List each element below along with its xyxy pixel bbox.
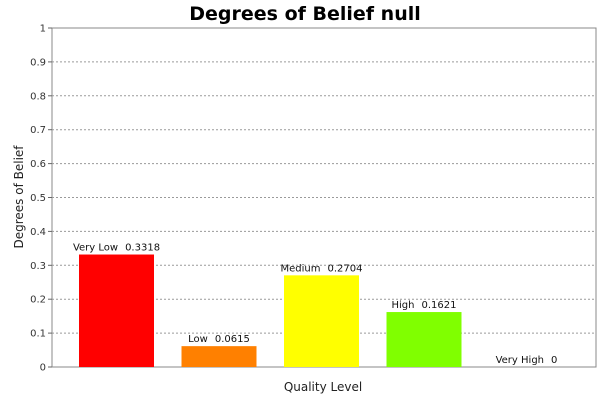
data-label-category: High bbox=[392, 300, 415, 311]
y-tick-label: 0.9 bbox=[30, 57, 46, 68]
y-tick-label: 0.8 bbox=[30, 91, 46, 102]
y-tick-label: 0.6 bbox=[30, 159, 46, 170]
y-tick-label: 0.1 bbox=[30, 329, 46, 340]
y-tick-label: 0.7 bbox=[30, 125, 46, 136]
data-label: Very High 0 bbox=[496, 355, 558, 366]
data-label-value: 0.3318 bbox=[125, 243, 160, 254]
data-label: Medium 0.2704 bbox=[281, 263, 363, 274]
y-axis-ticks: 0 0.1 0.2 0.3 0.4 0.5 0.6 0.7 0.8 0.9 1 bbox=[30, 24, 52, 374]
bars bbox=[79, 254, 462, 367]
y-tick-label: 0 bbox=[40, 363, 46, 374]
y-tick-label: 0.3 bbox=[30, 261, 46, 272]
bar-very-low bbox=[79, 254, 154, 367]
x-axis-label: Quality Level bbox=[284, 380, 362, 394]
data-label-value: 0.1621 bbox=[421, 300, 456, 311]
data-label: Very Low 0.3318 bbox=[73, 243, 160, 254]
y-tick-label: 0.2 bbox=[30, 295, 46, 306]
bar-labels: Very Low 0.3318 Low 0.0615 Medium 0.2704 High 0… bbox=[73, 243, 557, 366]
bar-medium bbox=[284, 275, 359, 367]
data-label-category: Very Low bbox=[73, 243, 118, 254]
bar-low bbox=[181, 346, 257, 367]
data-label: High 0.1621 bbox=[392, 300, 457, 311]
data-label-category: Medium bbox=[281, 263, 321, 274]
data-label-value: 0 bbox=[551, 355, 557, 366]
data-label-value: 0.0615 bbox=[215, 334, 250, 345]
bar-high bbox=[386, 312, 462, 367]
data-label: Low 0.0615 bbox=[188, 334, 250, 345]
data-label-category: Low bbox=[188, 334, 208, 345]
y-tick-label: 0.5 bbox=[30, 193, 46, 204]
data-label-category: Very High bbox=[496, 355, 544, 366]
y-tick-label: 1 bbox=[40, 24, 46, 35]
data-label-value: 0.2704 bbox=[328, 263, 363, 274]
chart-title: Degrees of Belief null bbox=[189, 3, 421, 25]
y-tick-label: 0.4 bbox=[30, 227, 46, 238]
y-axis-label: Degrees of Belief bbox=[12, 145, 26, 249]
